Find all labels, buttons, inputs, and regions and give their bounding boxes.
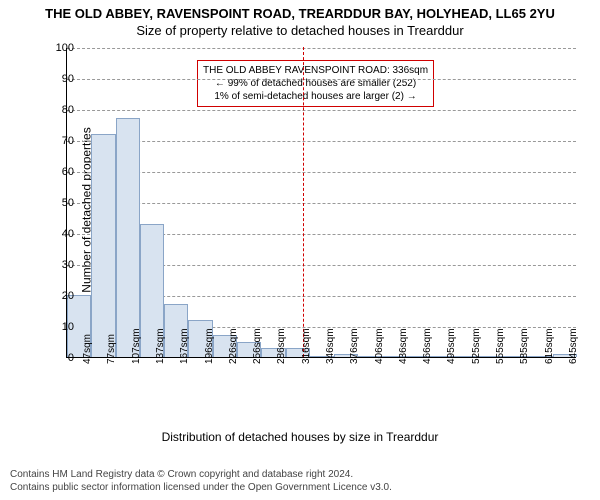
- sub-title: Size of property relative to detached ho…: [0, 21, 600, 38]
- annotation-line-3: 1% of semi-detached houses are larger (2…: [203, 90, 428, 103]
- x-tick-label: 167sqm: [179, 328, 190, 364]
- y-tick-label: 100: [56, 42, 74, 54]
- gridline: [67, 48, 576, 49]
- x-tick-label: 107sqm: [131, 328, 142, 364]
- x-tick-label: 615sqm: [544, 328, 555, 364]
- gridline: [67, 141, 576, 142]
- x-tick-label: 77sqm: [106, 334, 117, 364]
- y-tick-label: 70: [62, 135, 74, 147]
- y-tick-label: 40: [62, 228, 74, 240]
- x-tick-label: 645sqm: [568, 328, 579, 364]
- y-tick-label: 90: [62, 73, 74, 85]
- x-tick-label: 495sqm: [446, 328, 457, 364]
- chart-area: THE OLD ABBEY RAVENSPOINT ROAD: 336sqm ←…: [36, 48, 588, 388]
- gridline: [67, 172, 576, 173]
- x-tick-label: 555sqm: [495, 328, 506, 364]
- main-title: THE OLD ABBEY, RAVENSPOINT ROAD, TREARDD…: [0, 0, 600, 21]
- annotation-line-1: THE OLD ABBEY RAVENSPOINT ROAD: 336sqm: [203, 64, 428, 77]
- x-tick-label: 316sqm: [301, 328, 312, 364]
- x-axis-label: Distribution of detached houses by size …: [0, 430, 600, 444]
- x-tick-label: 226sqm: [228, 328, 239, 364]
- gridline: [67, 203, 576, 204]
- x-tick-label: 346sqm: [325, 328, 336, 364]
- y-tick-label: 30: [62, 259, 74, 271]
- x-tick-label: 196sqm: [204, 328, 215, 364]
- credit-line-2: Contains public sector information licen…: [10, 481, 590, 494]
- y-tick-label: 60: [62, 166, 74, 178]
- credit-line-1: Contains HM Land Registry data © Crown c…: [10, 468, 590, 481]
- x-tick-label: 137sqm: [155, 328, 166, 364]
- histogram-bar: [116, 118, 140, 357]
- x-tick-label: 466sqm: [422, 328, 433, 364]
- x-tick-label: 47sqm: [82, 334, 93, 364]
- annotation-box: THE OLD ABBEY RAVENSPOINT ROAD: 336sqm ←…: [197, 60, 434, 107]
- y-tick-label: 0: [68, 352, 74, 364]
- gridline: [67, 79, 576, 80]
- x-tick-label: 256sqm: [252, 328, 263, 364]
- y-tick-label: 10: [62, 321, 74, 333]
- credits: Contains HM Land Registry data © Crown c…: [10, 468, 590, 494]
- x-tick-label: 525sqm: [471, 328, 482, 364]
- x-tick-label: 585sqm: [519, 328, 530, 364]
- reference-line: [303, 47, 304, 357]
- x-tick-label: 436sqm: [398, 328, 409, 364]
- y-tick-label: 80: [62, 104, 74, 116]
- x-tick-label: 406sqm: [374, 328, 385, 364]
- plot-region: THE OLD ABBEY RAVENSPOINT ROAD: 336sqm ←…: [66, 48, 576, 358]
- x-tick-label: 286sqm: [276, 328, 287, 364]
- gridline: [67, 110, 576, 111]
- histogram-bar: [91, 134, 115, 357]
- x-tick-label: 376sqm: [349, 328, 360, 364]
- y-tick-label: 50: [62, 197, 74, 209]
- y-tick-label: 20: [62, 290, 74, 302]
